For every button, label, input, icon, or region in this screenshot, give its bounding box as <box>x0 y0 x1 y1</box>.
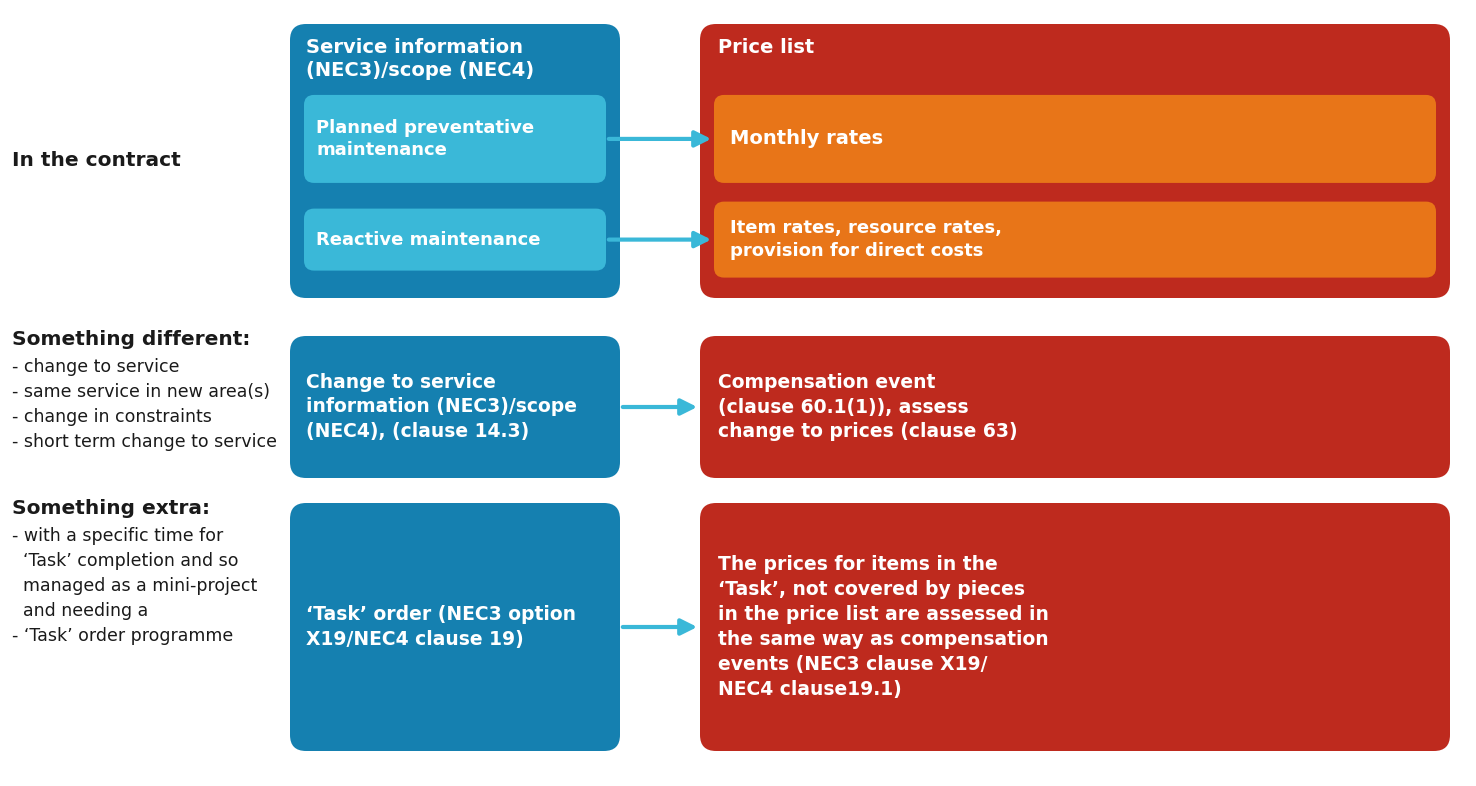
Text: and needing a: and needing a <box>12 602 148 620</box>
FancyBboxPatch shape <box>304 208 607 270</box>
Text: Price list: Price list <box>717 38 815 57</box>
Text: In the contract: In the contract <box>12 152 180 171</box>
FancyBboxPatch shape <box>700 336 1449 478</box>
Text: Change to service
information (NEC3)/scope
(NEC4), (clause 14.3): Change to service information (NEC3)/sco… <box>306 373 577 441</box>
FancyBboxPatch shape <box>289 24 620 298</box>
Text: Planned preventative
maintenance: Planned preventative maintenance <box>316 119 534 159</box>
FancyBboxPatch shape <box>289 336 620 478</box>
Text: Item rates, resource rates,
provision for direct costs: Item rates, resource rates, provision fo… <box>731 219 1002 259</box>
Text: - with a specific time for: - with a specific time for <box>12 527 223 545</box>
Text: - change to service: - change to service <box>12 358 180 376</box>
Text: - change in constraints: - change in constraints <box>12 408 213 426</box>
FancyBboxPatch shape <box>714 201 1436 277</box>
Text: Something different:: Something different: <box>12 330 251 349</box>
FancyBboxPatch shape <box>289 503 620 751</box>
Text: - same service in new area(s): - same service in new area(s) <box>12 383 270 401</box>
FancyBboxPatch shape <box>714 95 1436 183</box>
Text: - ‘Task’ order programme: - ‘Task’ order programme <box>12 627 233 645</box>
Text: Reactive maintenance: Reactive maintenance <box>316 230 540 248</box>
Text: The prices for items in the
‘Task’, not covered by pieces
in the price list are : The prices for items in the ‘Task’, not … <box>717 555 1049 699</box>
Text: Monthly rates: Monthly rates <box>731 130 883 149</box>
Text: Compensation event
(clause 60.1(1)), assess
change to prices (clause 63): Compensation event (clause 60.1(1)), ass… <box>717 373 1017 441</box>
Text: managed as a mini-project: managed as a mini-project <box>12 577 257 595</box>
Text: ‘Task’ completion and so: ‘Task’ completion and so <box>12 552 239 570</box>
FancyBboxPatch shape <box>304 95 607 183</box>
Text: Something extra:: Something extra: <box>12 499 210 518</box>
FancyBboxPatch shape <box>700 24 1449 298</box>
Text: - short term change to service: - short term change to service <box>12 433 277 451</box>
Text: ‘Task’ order (NEC3 option
X19/NEC4 clause 19): ‘Task’ order (NEC3 option X19/NEC4 claus… <box>306 605 576 648</box>
Text: Service information
(NEC3)/scope (NEC4): Service information (NEC3)/scope (NEC4) <box>306 38 534 80</box>
FancyBboxPatch shape <box>700 503 1449 751</box>
